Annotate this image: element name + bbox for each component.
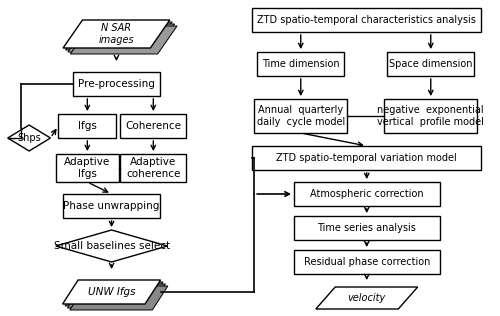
- Text: N SAR
images: N SAR images: [98, 23, 134, 45]
- Bar: [254, 99, 348, 133]
- Bar: [294, 182, 440, 206]
- Polygon shape: [56, 230, 168, 262]
- Polygon shape: [8, 125, 50, 151]
- Bar: [252, 146, 481, 170]
- Text: Pre-processing: Pre-processing: [78, 79, 155, 89]
- Polygon shape: [70, 286, 168, 310]
- Text: ZTD spatio-temporal characteristics analysis: ZTD spatio-temporal characteristics anal…: [258, 15, 476, 25]
- Bar: [384, 99, 478, 133]
- Text: negative  exponential
vertical  profile model: negative exponential vertical profile mo…: [378, 105, 484, 127]
- Polygon shape: [68, 284, 166, 308]
- Polygon shape: [62, 280, 160, 304]
- Text: Space dimension: Space dimension: [389, 59, 472, 69]
- Bar: [56, 154, 119, 182]
- Text: Atmospheric correction: Atmospheric correction: [310, 189, 424, 199]
- Text: velocity: velocity: [348, 293, 386, 303]
- Bar: [120, 154, 186, 182]
- Text: Small baselines select: Small baselines select: [54, 241, 170, 251]
- Text: UNW Ifgs: UNW Ifgs: [88, 287, 136, 297]
- Text: Annual  quarterly
daily  cycle model: Annual quarterly daily cycle model: [256, 105, 345, 127]
- Polygon shape: [65, 282, 163, 306]
- Bar: [252, 8, 481, 32]
- Text: Adaptive
Ifgs: Adaptive Ifgs: [64, 157, 110, 179]
- Bar: [58, 114, 116, 138]
- Bar: [63, 194, 160, 218]
- Text: Residual phase correction: Residual phase correction: [304, 257, 430, 267]
- Bar: [294, 216, 440, 240]
- Polygon shape: [63, 20, 170, 48]
- Polygon shape: [316, 287, 418, 309]
- Polygon shape: [68, 24, 174, 52]
- Polygon shape: [66, 22, 172, 50]
- Text: Shps: Shps: [17, 133, 41, 143]
- Text: Adaptive
coherence: Adaptive coherence: [126, 157, 180, 179]
- Polygon shape: [70, 26, 177, 54]
- Bar: [120, 114, 186, 138]
- Text: Phase unwrapping: Phase unwrapping: [64, 201, 160, 211]
- Text: ZTD spatio-temporal variation model: ZTD spatio-temporal variation model: [276, 153, 457, 163]
- Bar: [257, 52, 344, 76]
- Bar: [73, 72, 160, 96]
- Bar: [387, 52, 474, 76]
- Text: Time dimension: Time dimension: [262, 59, 340, 69]
- Bar: [294, 250, 440, 274]
- Text: Coherence: Coherence: [126, 121, 182, 131]
- Text: Time series analysis: Time series analysis: [318, 223, 416, 233]
- Text: Ifgs: Ifgs: [78, 121, 97, 131]
